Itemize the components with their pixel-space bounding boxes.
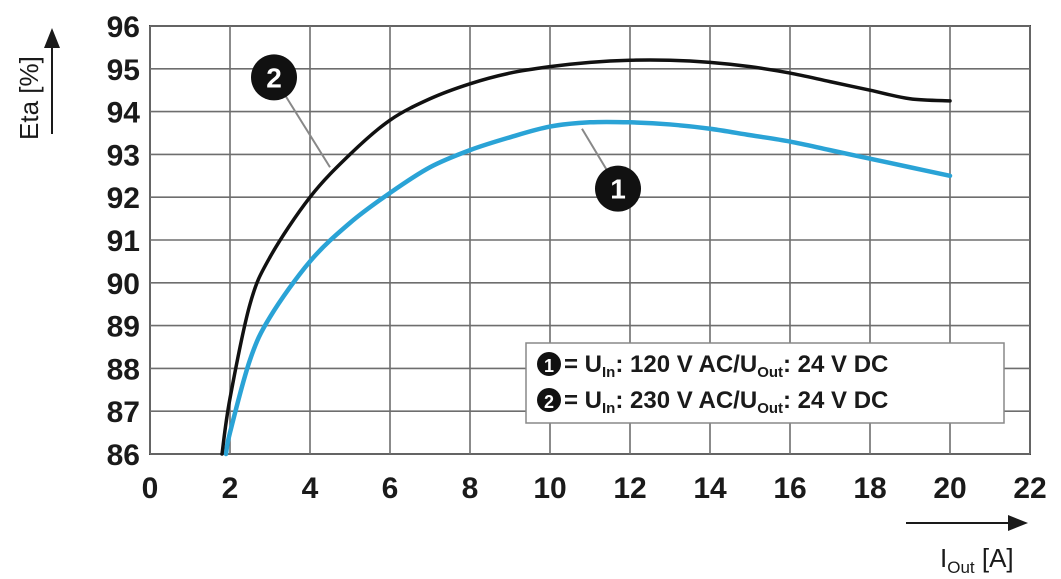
callout-badge-1: [595, 165, 641, 212]
callout-badge-label: 2: [266, 62, 282, 93]
x-tick-label: 20: [933, 472, 966, 505]
legend-badge-label: 2: [544, 392, 554, 412]
x-tick-label: 4: [302, 472, 319, 505]
y-tick-label: 92: [107, 182, 140, 215]
x-tick-label: 2: [222, 472, 239, 505]
y-tick-label: 96: [107, 11, 140, 44]
y-axis-label: Eta [%]: [14, 56, 44, 140]
callout-badge-label: 1: [610, 174, 626, 205]
x-tick-label: 6: [382, 472, 399, 505]
legend-text-part: Out: [757, 364, 783, 381]
x-tick-label: 10: [533, 472, 566, 505]
y-axis-arrow-head-icon: [44, 28, 60, 48]
legend-badge-2: [537, 388, 561, 412]
legend-box: [525, 342, 1005, 424]
x-tick-label: 14: [693, 472, 727, 505]
y-axis-label-group: Eta [%]: [14, 28, 60, 140]
series-line-2: [220, 58, 952, 456]
legend-entry-2: = UIn: 230 V AC/UOut: 24 V DC: [564, 387, 888, 417]
y-tick-label: 87: [107, 396, 140, 429]
legend-text-part: = U: [564, 387, 602, 414]
x-tick-label: 0: [142, 472, 159, 505]
legend-text-part: : 120 V AC/U: [615, 351, 757, 378]
legend-badge-label: 1: [544, 356, 554, 376]
y-tick-label: 86: [107, 439, 140, 472]
legend-text-part: In: [602, 364, 615, 381]
x-tick-label: 22: [1013, 472, 1046, 505]
callout-badge-2: [251, 54, 297, 101]
y-tick-label: 90: [107, 268, 140, 301]
legend: 1 = UIn: 120 V AC/UOut: 24 V DC2 = UIn: …: [525, 342, 1005, 424]
legend-entry-1: = UIn: 120 V AC/UOut: 24 V DC: [564, 351, 888, 381]
x-tick-label: 8: [462, 472, 479, 505]
tick-labels: 0 2 4 6 8 10 12 14 16 18 20 22868788899091929394959…: [107, 11, 1047, 505]
legend-text-part: : 24 V DC: [783, 387, 888, 414]
callout-layer: 21: [251, 54, 641, 212]
series-layer: [220, 58, 953, 457]
x-axis-label-unit: [A]: [975, 543, 1014, 573]
x-axis-label-group: IOut [A]: [906, 515, 1028, 577]
y-tick-label: 93: [107, 139, 140, 172]
x-axis-label-sub: Out: [947, 558, 975, 577]
x-tick-label: 18: [853, 472, 886, 505]
y-tick-label: 91: [107, 225, 140, 258]
legend-badge-1: [537, 352, 561, 376]
x-tick-label: 12: [613, 472, 646, 505]
y-tick-label: 95: [107, 54, 140, 87]
legend-text-part: : 230 V AC/U: [615, 387, 757, 414]
legend-text-part: = U: [564, 351, 602, 378]
legend-text-part: In: [602, 400, 615, 417]
x-axis-arrow-head-icon: [1008, 515, 1028, 531]
y-tick-label: 88: [107, 353, 140, 386]
x-axis-label: IOut [A]: [940, 543, 1014, 577]
legend-text-part: Out: [757, 400, 783, 417]
x-tick-label: 16: [773, 472, 806, 505]
x-axis-label-main: I: [940, 543, 947, 573]
legend-text-part: : 24 V DC: [783, 351, 888, 378]
y-tick-label: 94: [107, 97, 141, 130]
y-tick-label: 89: [107, 311, 140, 344]
series-line-1: [223, 119, 953, 457]
